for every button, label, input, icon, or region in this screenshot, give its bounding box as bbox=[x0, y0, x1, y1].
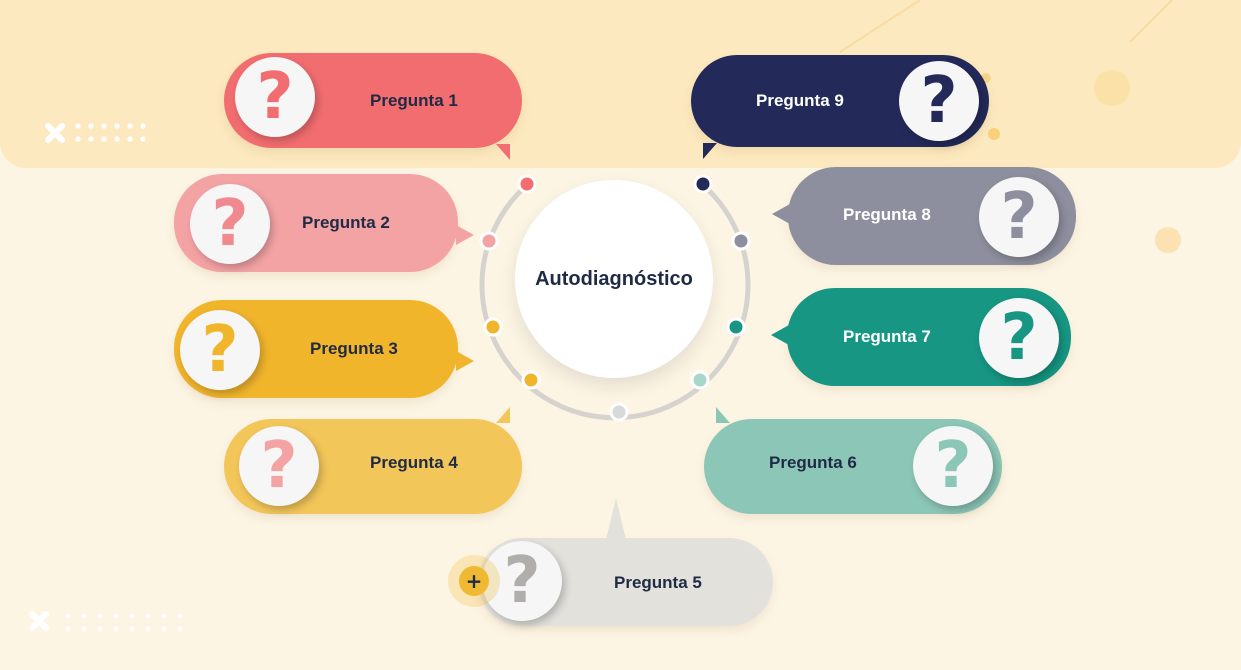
grid-dot bbox=[145, 613, 151, 619]
grid-dot bbox=[88, 123, 94, 129]
question-label: Pregunta 3 bbox=[310, 339, 398, 358]
speech-tail bbox=[496, 144, 510, 160]
question-label: Pregunta 7 bbox=[843, 327, 931, 346]
question-mark-icon: ? bbox=[190, 184, 270, 264]
grid-dot bbox=[177, 613, 183, 619]
question-label: Pregunta 1 bbox=[370, 91, 458, 110]
grid-dot bbox=[127, 123, 133, 129]
grid-dot bbox=[129, 626, 135, 632]
question-mark-icon: ? bbox=[899, 61, 979, 141]
grid-dot bbox=[81, 613, 87, 619]
question-mark-icon: ? bbox=[180, 310, 260, 390]
ring-dot-9 bbox=[693, 174, 713, 194]
grid-dot bbox=[65, 626, 71, 632]
center-circle: Autodiagnóstico bbox=[515, 180, 713, 378]
grid-dot bbox=[65, 613, 71, 619]
grid-dot bbox=[81, 626, 87, 632]
plus-icon: + bbox=[459, 566, 489, 596]
ring-dot-4 bbox=[521, 370, 541, 390]
question-bubble-5[interactable]: ? Pregunta 5 bbox=[478, 498, 773, 626]
question-label: Pregunta 9 bbox=[756, 91, 844, 110]
speech-tail bbox=[456, 351, 474, 371]
deco-dot bbox=[1155, 227, 1181, 253]
question-bubble-4[interactable]: ? Pregunta 4 bbox=[224, 407, 522, 514]
question-label: Pregunta 6 bbox=[769, 453, 857, 472]
question-mark-icon: ? bbox=[239, 426, 319, 506]
question-mark-icon: ? bbox=[482, 541, 562, 621]
grid-dot bbox=[75, 123, 81, 129]
header-band bbox=[0, 0, 1241, 168]
question-mark-icon: ? bbox=[979, 177, 1059, 257]
grid-dot bbox=[114, 123, 120, 129]
speech-tail bbox=[496, 407, 510, 423]
grid-dot bbox=[101, 136, 107, 142]
grid-dot bbox=[114, 136, 120, 142]
question-label: Pregunta 4 bbox=[370, 453, 458, 472]
speech-tail bbox=[703, 143, 717, 159]
question-mark-icon: ? bbox=[913, 426, 993, 506]
grid-dot bbox=[161, 626, 167, 632]
grid-dot bbox=[140, 123, 146, 129]
grid-dot bbox=[97, 613, 103, 619]
grid-dot bbox=[113, 626, 119, 632]
add-button[interactable]: + bbox=[448, 555, 500, 607]
grid-dot bbox=[75, 136, 81, 142]
question-bubble-2[interactable]: ? Pregunta 2 bbox=[174, 174, 474, 272]
ring-dot-8 bbox=[731, 231, 751, 251]
grid-dot bbox=[113, 613, 119, 619]
speech-tail bbox=[716, 407, 730, 423]
x-icon bbox=[29, 123, 65, 631]
ring-dot-1 bbox=[517, 174, 537, 194]
deco-dot bbox=[988, 128, 1000, 140]
grid-dot bbox=[101, 123, 107, 129]
grid-dot bbox=[88, 136, 94, 142]
question-label: Pregunta 8 bbox=[843, 205, 931, 224]
speech-tail bbox=[456, 225, 474, 245]
grid-dot bbox=[161, 613, 167, 619]
question-bubble-3[interactable]: ? Pregunta 3 bbox=[174, 300, 474, 398]
question-bubble-8[interactable]: ? Pregunta 8 bbox=[772, 167, 1076, 265]
deco-dot bbox=[1094, 70, 1130, 106]
center-title: Autodiagnóstico bbox=[535, 267, 693, 290]
ring-dot-2 bbox=[479, 231, 499, 251]
ring-dot-3 bbox=[483, 317, 503, 337]
grid-dot bbox=[97, 626, 103, 632]
question-bubble-9[interactable]: ? Pregunta 9 bbox=[691, 55, 989, 159]
question-bubble-6[interactable]: ? Pregunta 6 bbox=[704, 407, 1002, 514]
ring-dots bbox=[479, 174, 751, 422]
grid-dot bbox=[127, 136, 133, 142]
speech-tail bbox=[772, 204, 790, 224]
question-label: Pregunta 2 bbox=[302, 213, 390, 232]
grid-dot bbox=[140, 136, 146, 142]
question-mark-icon: ? bbox=[235, 57, 315, 137]
question-bubble-7[interactable]: ? Pregunta 7 bbox=[771, 288, 1071, 386]
question-label: Pregunta 5 bbox=[614, 573, 702, 592]
diagonal-stripes bbox=[839, 0, 1173, 53]
grid-dot bbox=[177, 626, 183, 632]
speech-tail bbox=[771, 325, 789, 345]
ring-dot-6 bbox=[690, 370, 710, 390]
ring-dot-7 bbox=[726, 317, 746, 337]
grid-dot bbox=[145, 626, 151, 632]
speech-tail bbox=[606, 498, 626, 540]
question-mark-icon: ? bbox=[979, 298, 1059, 378]
question-bubble-1[interactable]: ? Pregunta 1 bbox=[224, 53, 522, 160]
grid-dot bbox=[129, 613, 135, 619]
dot-grid bbox=[65, 123, 183, 632]
ring-dot-5 bbox=[609, 402, 629, 422]
